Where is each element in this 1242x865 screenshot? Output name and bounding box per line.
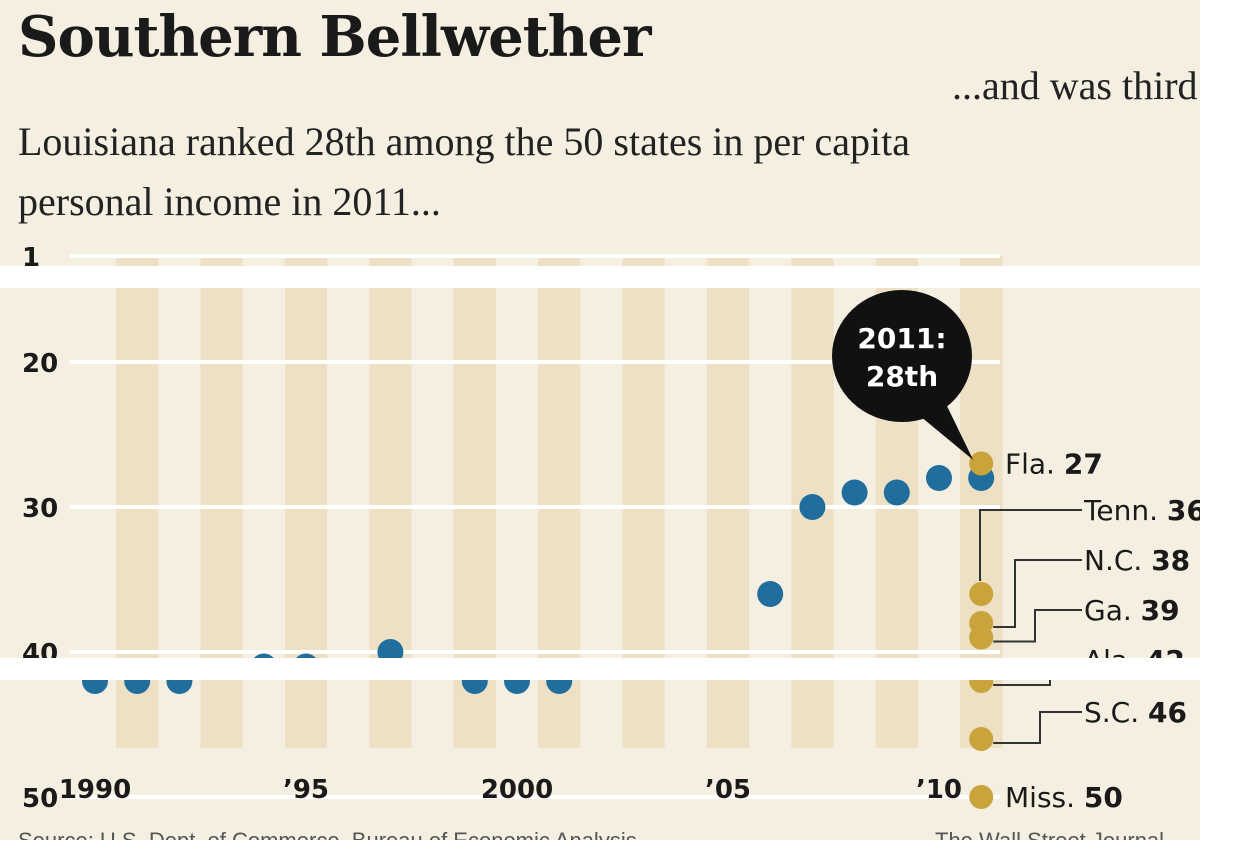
- leader-line: [993, 711, 1082, 744]
- louisiana-point: [883, 479, 910, 506]
- state-name: Ga.: [1084, 594, 1141, 627]
- southern-states-series: [969, 451, 994, 809]
- state-rank: 46: [1148, 696, 1187, 729]
- state-point: [969, 727, 994, 751]
- callout-pointer: [920, 404, 974, 460]
- y-tick-label: 20: [22, 349, 58, 379]
- y-tick-label: 30: [22, 494, 58, 524]
- chart-subtitle-right: ...and was third among Southern state: [952, 63, 1242, 108]
- image-bottom-margin: [0, 840, 1242, 865]
- state-label: Tenn. 36: [1083, 494, 1206, 527]
- state-label: N.C. 38: [1084, 544, 1190, 577]
- state-point: [969, 582, 994, 606]
- leader-line: [993, 559, 1082, 628]
- state-name: N.C.: [1084, 544, 1151, 577]
- state-point: [969, 451, 994, 476]
- chart-title: Southern Bellwether: [18, 4, 651, 70]
- state-label: Miss. 50: [1005, 781, 1123, 814]
- y-tick-label: 1: [22, 243, 40, 273]
- image-gap-top: [0, 266, 1242, 288]
- x-tick-label: ’05: [705, 775, 751, 805]
- louisiana-point: [799, 494, 826, 520]
- state-rank: 38: [1151, 544, 1190, 577]
- x-tick-label: 1990: [59, 775, 131, 805]
- image-gap-bottom: [0, 658, 1242, 680]
- state-name: S.C.: [1084, 696, 1148, 729]
- callout-line1: 2011:: [857, 322, 946, 355]
- callout-2011: 2011: 28th: [832, 290, 974, 460]
- state-rank: 27: [1064, 448, 1103, 481]
- leader-line: [979, 509, 1082, 581]
- image-right-margin: [1200, 0, 1242, 865]
- state-rank: 39: [1141, 594, 1180, 627]
- louisiana-point: [926, 465, 952, 491]
- leader-line: [993, 609, 1082, 643]
- x-tick-label: ’95: [283, 775, 329, 805]
- state-label: Fla. 27: [1005, 448, 1103, 481]
- state-name: Miss.: [1005, 781, 1084, 814]
- state-name: Fla.: [1005, 448, 1064, 481]
- x-tick-label: 2000: [481, 775, 553, 805]
- callout-line2: 28th: [866, 360, 938, 393]
- x-tick-label: ’10: [916, 775, 962, 805]
- state-name: Tenn.: [1083, 494, 1167, 527]
- state-rank: 50: [1084, 781, 1123, 814]
- state-label: Ga. 39: [1084, 594, 1180, 627]
- state-rank: 36: [1167, 494, 1206, 527]
- state-label: S.C. 46: [1084, 696, 1187, 729]
- y-tick-label: 50: [22, 784, 58, 814]
- louisiana-point: [841, 479, 868, 506]
- chart-subtitle-left: Louisiana ranked 28th among the 50 state…: [18, 119, 910, 224]
- state-point: [969, 625, 994, 650]
- state-point: [969, 785, 994, 809]
- louisiana-point: [757, 581, 784, 607]
- x-axis-ticks: 1990 ’95 2000 ’05 ’10: [59, 775, 962, 805]
- callout-bubble: [832, 290, 972, 422]
